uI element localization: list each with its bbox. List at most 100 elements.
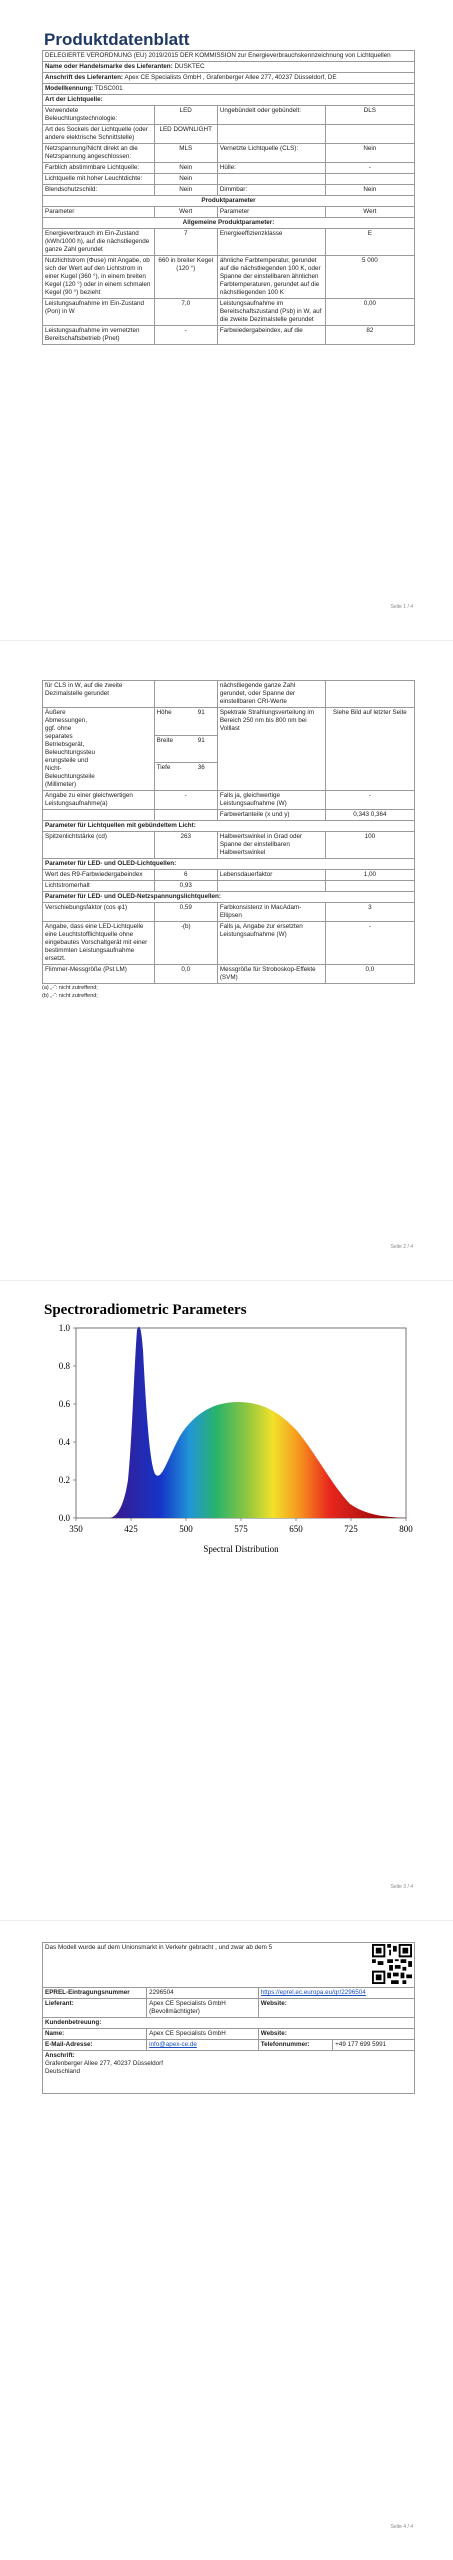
- cell: Nutzlichtstrom (Φuse) mit Angabe, ob sic…: [42, 255, 155, 299]
- data-table: für CLS in W, auf die zweite Dezimalstel…: [42, 680, 416, 984]
- y-tick-label: 0.6: [59, 1399, 71, 1409]
- page-break: [0, 1920, 453, 1921]
- cell: Angabe zu einer gleichwertigen Leistungs…: [42, 790, 155, 810]
- eprel-link[interactable]: https://eprel.ec.europa.eu/qr/2296504: [260, 1989, 366, 1996]
- cell: [324, 680, 416, 708]
- page-footer: Seite 1 / 4: [390, 604, 413, 610]
- label: Anschrift des Lieferanten:: [45, 74, 124, 81]
- cell: 0,93: [153, 880, 218, 892]
- row: Blendschutzschild: Nein Dimmbar: Nein: [42, 184, 416, 196]
- dimension-value: 91: [197, 736, 205, 744]
- row: Allgemeine Produktparameter:: [42, 217, 415, 229]
- cell: Nein: [324, 143, 416, 163]
- row: Flimmer-Messgröße (Pst LM) 0,0 Messgröße f…: [42, 964, 416, 984]
- email-link[interactable]: info@apex-ce.de: [149, 2041, 197, 2048]
- page-footer: Seite 4 / 4: [390, 2524, 413, 2530]
- label: E-Mail-Adresse:: [41, 2039, 148, 2051]
- label: Lieferant:: [41, 1998, 148, 2018]
- cell: Lichtquelle mit hoher Leuchtdichte:: [42, 173, 155, 185]
- cell: ähnliche Farbtemperatur, gerundet auf di…: [216, 255, 326, 299]
- sheet: DELEGIERTE VERORDNUNG (EU) 2019/2015 DER…: [42, 50, 416, 345]
- row: Art der Lichtquelle:: [42, 94, 415, 106]
- row: Angabe zu einer gleichwertigen Leistungs…: [42, 790, 416, 810]
- cell: Nein: [153, 184, 218, 196]
- cell: Angabe, dass eine LED-Lichtquelle eine L…: [42, 921, 155, 965]
- y-tick-label: 0.4: [59, 1437, 71, 1447]
- info-table: Das Modell wurde auf dem Unionsmarkt in …: [41, 1942, 416, 2094]
- cell: Farbkonsistenz in MacAdam-Ellipsen: [216, 902, 326, 922]
- dimension-value: 91: [197, 709, 205, 716]
- cell: Nein: [153, 162, 218, 174]
- page-footer: Seite 3 / 4: [390, 1884, 413, 1890]
- cell: Breite 91: [153, 734, 218, 764]
- row: Verschiebungsfaktor (cos φ1) 0,59 Farbkons…: [42, 902, 416, 922]
- cell: Dimmbar:: [216, 184, 326, 196]
- cell: Äußere Abmessungen, ggf. ohne separates …: [42, 707, 155, 791]
- row: Kundenbetreuung:: [42, 2017, 415, 2029]
- regulation: DELEGIERTE VERORDNUNG (EU) 2019/2015 DER…: [42, 50, 415, 61]
- row: Breite 91: [43, 734, 415, 764]
- cell: Falls ja, Angabe zur ersetzten Leistungs…: [216, 921, 326, 965]
- row: Produktparameter: [42, 195, 415, 207]
- section-heading: Parameter für LED- und OLED-Netzspannung…: [42, 891, 415, 903]
- cell: 0,343 0,364: [324, 809, 416, 821]
- row: Leistungsaufnahme im Ein-Zustand (Pon) i…: [42, 298, 416, 326]
- section-heading: Parameter für Lichtquellen mit gebündelt…: [42, 820, 415, 832]
- cell: Blendschutzschild:: [42, 184, 155, 196]
- row: Lichtstromerhalt 0,93: [42, 880, 416, 892]
- row: Lichtquelle mit hoher Leuchtdichte: Nein: [42, 173, 416, 185]
- label: Anschrift:: [45, 2052, 75, 2059]
- x-tick-label: 500: [179, 1524, 193, 1534]
- page: Spectroradiometric Parameters 1.0 0.8 0.6 0…: [0, 1280, 453, 1920]
- cell: 7: [153, 228, 218, 256]
- section-heading: Parameter für LED- und OLED-Lichtquellen…: [42, 858, 415, 870]
- x-tick-label: 425: [124, 1524, 138, 1534]
- value: TDSC001: [94, 85, 123, 92]
- cell: Höhe 91: [153, 707, 218, 736]
- cell: -: [324, 162, 416, 174]
- page: Das Modell wurde auf dem Unionsmarkt in …: [0, 1920, 453, 2560]
- row: Parameter für LED- und OLED-Lichtquellen…: [42, 858, 415, 870]
- cell: Falls ja, gleichwertige Leistungsaufnahm…: [216, 790, 326, 810]
- row: Nutzlichtstrom (Φuse) mit Angabe, ob sic…: [42, 255, 416, 299]
- cell: [216, 124, 326, 144]
- spectrum-curve: [110, 1326, 406, 1518]
- value: DUSKTEC: [174, 63, 205, 70]
- cell: E: [324, 228, 416, 256]
- cell: DLS: [324, 105, 416, 125]
- cell: Leistungsaufnahme im Bereitschaftszustan…: [216, 298, 326, 326]
- cell: Flimmer-Messgröße (Pst LM): [42, 964, 155, 984]
- address-line: Grafenberger Allee 277, 40237 Düsseldorf: [45, 2060, 163, 2067]
- label: Telefonnummer:: [257, 2039, 334, 2051]
- cell: Wert des R9-Farbwiedergabeindex: [42, 869, 155, 881]
- address-cell: Anschrift: Grafenberger Allee 277, 40237…: [42, 2050, 415, 2094]
- x-axis-title: Spectral Distribution: [203, 1544, 279, 1554]
- cell: Verschiebungsfaktor (cos φ1): [42, 902, 155, 922]
- cell: -: [324, 921, 416, 965]
- x-tick-label: 650: [289, 1524, 303, 1534]
- row: Farbwertanteile (x und y) 0,343 0,364: [42, 809, 416, 821]
- y-tick-label: 0.2: [59, 1475, 70, 1485]
- dimension-label: Äußere Abmessungen, ggf. ohne separates …: [45, 709, 96, 788]
- row: Parameter für LED- und OLED-Netzspannung…: [42, 891, 415, 903]
- cell: Nein: [153, 173, 218, 185]
- row: Leistungsaufnahme im vernetzten Bereitsc…: [42, 325, 416, 345]
- section-heading: Allgemeine Produktparameter:: [42, 217, 415, 229]
- y-tick-label: 0.0: [59, 1513, 71, 1523]
- cell: Wert: [153, 206, 218, 218]
- page: für CLS in W, auf die zweite Dezimalstel…: [0, 640, 453, 1280]
- cell: für CLS in W, auf die zweite Dezimalstel…: [42, 680, 155, 708]
- dimension-item: Breite 91: [155, 736, 217, 746]
- dimension-item: Tiefe 36: [155, 763, 217, 773]
- label: EPREL-Eintragungsnummer: [41, 1987, 148, 1999]
- label: Modellkennung:: [45, 85, 94, 92]
- y-tick-label: 0.8: [59, 1361, 71, 1371]
- row: Anschrift: Grafenberger Allee 277, 40237…: [42, 2050, 415, 2094]
- cell: Lichtstromerhalt: [42, 880, 155, 892]
- doc-title: Produktdatenblatt: [44, 30, 190, 49]
- label: Name oder Handelsmarke des Lieferanten:: [45, 63, 173, 70]
- row: für CLS in W, auf die zweite Dezimalstel…: [42, 680, 416, 708]
- cell: 0,0: [153, 964, 218, 984]
- row: Name: Apex CE Specialists GmbH Website:: [41, 2028, 416, 2040]
